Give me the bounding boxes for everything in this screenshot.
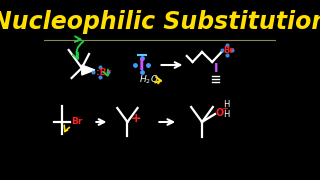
Polygon shape <box>82 65 95 75</box>
Text: +: + <box>130 111 141 125</box>
Text: +: + <box>221 103 228 112</box>
Text: Br: Br <box>71 118 82 127</box>
Text: I: I <box>213 62 218 75</box>
Text: H: H <box>223 109 229 118</box>
Text: O: O <box>216 108 224 118</box>
Text: $H_2O$: $H_2O$ <box>139 74 159 86</box>
Text: Br: Br <box>224 46 234 55</box>
Text: :Br: :Br <box>96 68 111 76</box>
Text: Nucleophilic Substitution: Nucleophilic Substitution <box>0 10 320 34</box>
Text: I: I <box>139 57 145 73</box>
Text: H: H <box>223 100 229 109</box>
